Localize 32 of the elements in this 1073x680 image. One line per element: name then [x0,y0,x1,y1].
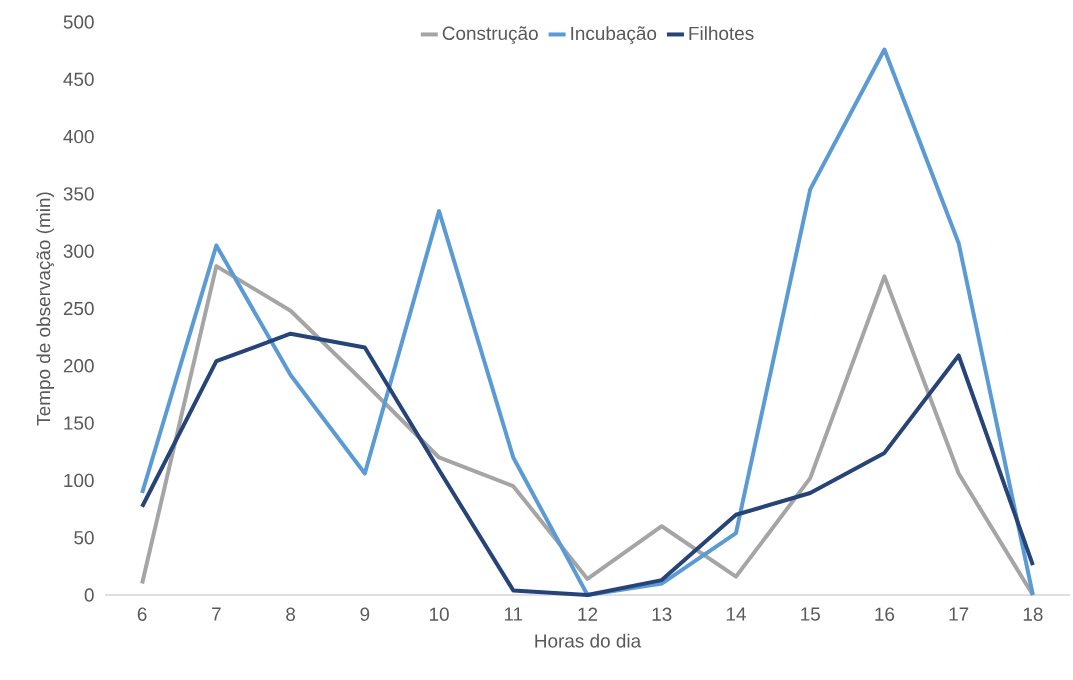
x-tick-label: 11 [504,607,523,621]
x-tick-label: 12 [578,607,598,621]
y-tick-label: 450 [63,72,94,86]
x-tick-label: 16 [875,607,895,621]
x-tick-label: 8 [286,607,296,621]
x-tick-label: 14 [726,607,746,621]
x-tick-label: 10 [429,607,449,621]
x-tick-label: 9 [360,607,370,621]
y-tick-label: 200 [63,359,94,373]
y-tick-label: 400 [63,129,94,144]
y-tick-label: 100 [64,473,94,488]
y-tick-label: 50 [74,531,94,545]
legend-label: Filhotes [689,26,754,41]
y-tick-label: 350 [63,187,94,201]
legend-label: Incubação [571,26,657,44]
y-tick-label: 300 [63,244,94,258]
x-tick-label: 6 [137,607,147,621]
y-tick-label: 0 [84,588,94,602]
y-axis-title: Tempo de observação (min) [36,192,55,426]
y-tick-label: 250 [63,301,94,316]
x-tick-label: 18 [1023,607,1043,621]
y-tick-label: 150 [64,416,94,430]
x-axis-title: Horas do dia [535,633,642,648]
x-tick-label: 15 [801,607,820,621]
y-tick-label: 500 [63,15,94,29]
x-tick-label: 7 [212,607,221,621]
x-tick-label: 13 [652,607,672,621]
x-tick-label: 17 [949,607,969,621]
line-series [140,47,1035,597]
line-series [140,264,1035,597]
line-series [140,331,1035,597]
legend-label: Construção [442,26,538,44]
